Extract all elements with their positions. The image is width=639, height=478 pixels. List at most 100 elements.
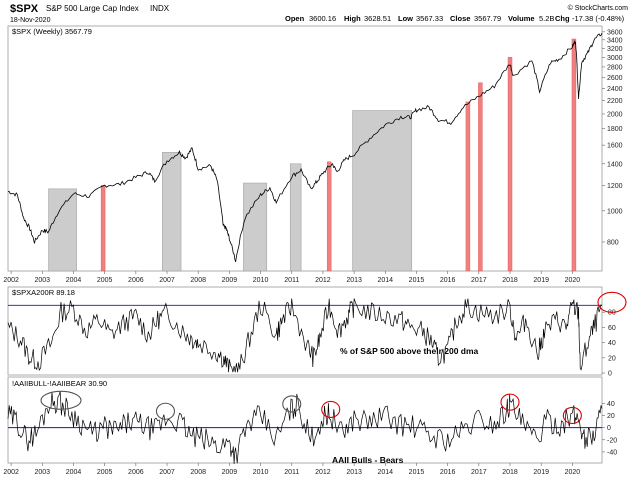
y-tick-label: 1000 [607, 208, 623, 215]
x-tick-label: 2020 [565, 469, 581, 476]
close-label: Close [450, 14, 470, 23]
x-tick-label: 2005 [97, 469, 113, 476]
x-tick-label: 2006 [128, 277, 144, 284]
x-tick-label: 2014 [378, 277, 394, 284]
x-tick-label: 2008 [190, 469, 206, 476]
chg-value: -17.38 (-0.48%) [572, 14, 625, 23]
chg-label: Chg [555, 14, 570, 23]
x-tick-label: 2005 [97, 277, 113, 284]
red-peak-circle [500, 393, 520, 411]
spx-price-line [7, 32, 603, 263]
red-peak-circle [321, 400, 341, 418]
signal-marker [507, 57, 513, 272]
volume-value: 5.2B [539, 14, 554, 23]
close-value: 3567.79 [474, 14, 501, 23]
y-tick-label: 20 [608, 355, 616, 362]
y-tick-label: 40 [608, 340, 616, 347]
exchange-label: INDX [150, 4, 170, 13]
x-tick-label: 2004 [66, 277, 82, 284]
x-tick-label: 2007 [159, 469, 175, 476]
sentiment-annotation: AAII Bulls - Bears [332, 455, 404, 465]
y-tick-label: 0 [608, 371, 612, 378]
ohlc-summary: Open 3600.16 High 3628.51 Low 3567.33 Cl… [285, 14, 625, 23]
open-label: Open [285, 14, 305, 23]
y-tick-label: 20 [607, 413, 615, 420]
consolidation-band [352, 110, 413, 272]
y-tick-label: 3400 [607, 37, 623, 44]
x-tick-label: 2003 [35, 469, 51, 476]
x-tick-label: 2015 [409, 469, 425, 476]
x-tick-label: 2018 [502, 277, 518, 284]
y-tick-label: 2600 [607, 75, 623, 82]
breadth-legend: $SPXA200R 89.18 [12, 288, 75, 297]
x-tick-label: 2002 [3, 469, 19, 476]
bull-bear-spread-line [7, 391, 603, 464]
x-tick-label: 2004 [66, 469, 82, 476]
low-label: Low [398, 14, 413, 23]
gray-peak-circle [155, 402, 176, 420]
x-tick-label: 2010 [253, 469, 269, 476]
sentiment-panel: -40 -20 0 20 40 2002 2003 2004 2005 2006 2007 2008 2… [3, 390, 617, 476]
high-label: High [344, 14, 361, 23]
x-tick-label: 2011 [284, 469, 299, 476]
symbol-label: $SPX [10, 3, 39, 15]
red-peak-circle [562, 406, 582, 425]
x-tick-label: 2013 [346, 469, 362, 476]
y-tick-label: 40 [607, 401, 615, 408]
y-tick-label: -40 [607, 449, 617, 456]
low-value: 3567.33 [416, 14, 443, 23]
x-tick-label: 2020 [565, 277, 581, 284]
chart-date: 18-Nov-2020 [10, 17, 51, 24]
price-legend: $SPX (Weekly) 3567.79 [12, 27, 92, 36]
x-tick-label: 2009 [222, 469, 238, 476]
signal-marker [465, 101, 471, 272]
x-tick-label: 2002 [3, 277, 19, 284]
x-tick-label: 2014 [378, 469, 394, 476]
index-name: S&P 500 Large Cap Index [46, 4, 139, 13]
x-tick-label: 2012 [315, 469, 331, 476]
y-tick-label: 800 [607, 239, 619, 246]
high-value: 3628.51 [364, 14, 391, 23]
open-value: 3600.16 [309, 14, 336, 23]
consolidation-band [289, 163, 302, 272]
signal-marker [100, 185, 106, 272]
y-tick-label: 1200 [607, 183, 623, 190]
breadth-panel-frame [7, 286, 603, 376]
x-tick-label: 2011 [284, 277, 299, 284]
y-tick-label: 2000 [607, 111, 623, 118]
latest-reading-circle [597, 291, 627, 313]
y-tick-label: 2800 [607, 64, 623, 71]
y-tick-label: 2200 [607, 98, 623, 105]
signal-marker [478, 82, 483, 272]
y-tick-label: 0 [607, 425, 611, 432]
signal-marker [326, 161, 332, 272]
consolidation-band [243, 182, 268, 272]
credit: © StockCharts.com [568, 4, 629, 12]
x-tick-label: 2019 [533, 469, 549, 476]
y-tick-label: -20 [607, 437, 617, 444]
y-tick-label: 3600 [607, 29, 623, 36]
x-tick-label: 2006 [128, 469, 144, 476]
y-tick-label: 1800 [607, 126, 623, 133]
y-tick-label: 80 [608, 310, 616, 317]
x-tick-label: 2019 [533, 277, 549, 284]
x-tick-label: 2016 [440, 469, 456, 476]
volume-label: Volume [508, 14, 535, 23]
breadth-line [7, 298, 603, 373]
y-tick-label: 3000 [607, 55, 623, 62]
price-panel: 800 1000 1200 1400 1600 1800 2000 2200 2400 2600 2… [3, 29, 622, 284]
sentiment-legend: !AAIIBULL-!AAIIBEAR 30.90 [12, 379, 107, 388]
breadth-annotation: % of S&P 500 above their 200 dma [340, 346, 479, 356]
y-tick-label: 1600 [607, 143, 623, 150]
x-tick-label: 2008 [190, 277, 206, 284]
x-tick-label: 2012 [315, 277, 331, 284]
breadth-panel: 0 20 40 60 80 [7, 291, 627, 378]
y-tick-label: 60 [608, 325, 616, 332]
x-tick-label: 2009 [222, 277, 238, 284]
x-tick-label: 2017 [471, 277, 487, 284]
x-tick-label: 2017 [471, 469, 487, 476]
gray-peak-circle [282, 395, 302, 413]
x-tick-label: 2003 [35, 277, 51, 284]
y-tick-label: 2400 [607, 86, 623, 93]
x-tick-label: 2015 [409, 277, 425, 284]
